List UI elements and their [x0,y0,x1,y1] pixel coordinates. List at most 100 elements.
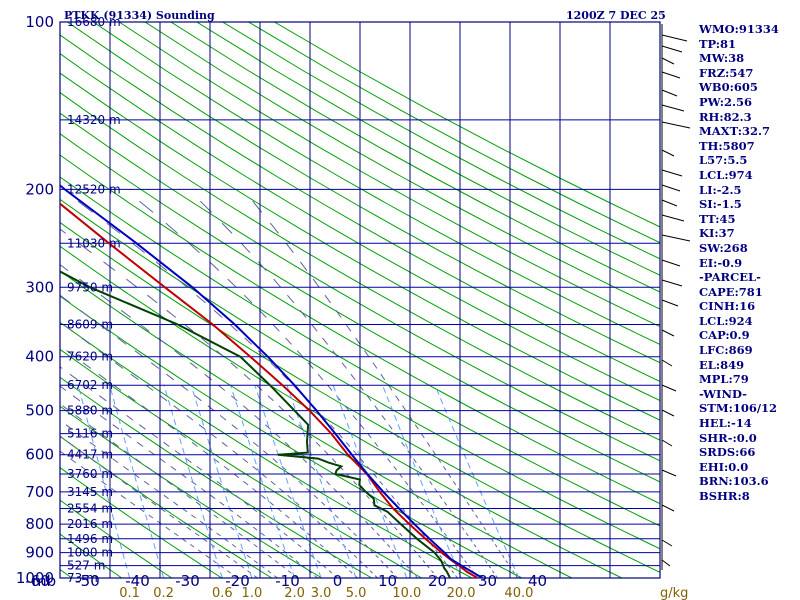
moist-adiabat [452,481,457,486]
temperature-tick-label: -60 [25,572,50,590]
moist-adiabat [288,415,295,421]
moist-adiabat [112,424,120,430]
moist-adiabat [350,373,356,381]
moist-adiabat [188,242,200,254]
index-line: LI:-2.5 [699,182,742,197]
index-line: SRDS:66 [699,445,756,460]
moist-adiabat [230,395,238,402]
moist-adiabat [345,441,351,447]
index-line: WB0:605 [699,80,758,95]
mixing-ratio-label: 3.0 [311,586,332,600]
moist-adiabat [277,508,282,513]
moist-adiabat [174,350,183,358]
moist-adiabat [347,526,352,531]
wind-barb [661,259,681,267]
moist-adiabat [346,501,351,506]
moist-adiabat [205,554,210,559]
index-line: TP:81 [699,36,737,51]
mixing-ratio-label: 40.0 [504,586,533,600]
wind-barb [661,299,679,307]
moist-adiabat [401,442,406,447]
moist-adiabat [374,441,379,447]
index-line: -WIND- [699,386,747,401]
moist-adiabat [311,324,318,332]
moist-adiabat [141,494,148,500]
moist-adiabat [210,494,216,500]
moist-adiabat [283,532,288,537]
moist-adiabat [275,544,280,548]
moist-adiabat [442,466,447,471]
index-line: CINH:16 [699,299,756,314]
moist-adiabat [200,337,210,345]
moist-adiabat [60,228,67,234]
moist-adiabat [289,554,294,559]
moist-adiabat [327,384,333,391]
moist-adiabat [60,385,67,391]
moist-adiabat [393,466,398,471]
moist-adiabat [298,424,304,430]
moist-adiabat [512,570,515,574]
moist-adiabat [84,384,93,391]
moist-adiabat [155,261,168,271]
wind-barb [661,57,675,65]
moist-adiabat [186,494,192,500]
index-line: MAXT:32.7 [699,124,770,139]
moist-adiabat [359,488,364,493]
moist-adiabat [252,526,258,531]
moist-adiabat [375,554,379,559]
mixing-ratio-line [382,385,462,578]
moist-adiabat [399,532,403,537]
pressure-label: 600 [25,446,54,464]
moist-adiabat [353,450,358,456]
moist-adiabat [225,488,232,493]
moist-adiabat [163,441,170,447]
moist-adiabat [179,433,187,439]
moist-adiabat [267,554,272,559]
index-line: -PARCEL- [699,270,761,285]
moist-adiabat [321,415,327,421]
index-line: BRN:103.6 [699,474,769,489]
moist-adiabat [236,514,242,519]
moist-adiabat [191,480,197,486]
moist-adiabat [451,570,455,574]
height-label: 5880 m [67,404,113,418]
wind-barb [661,71,681,79]
moist-adiabat [123,465,129,471]
height-label: 1496 m [67,532,113,546]
height-label: 8609 m [67,318,113,332]
moist-adiabat [391,494,395,500]
wind-barb [661,234,691,242]
moist-adiabat [473,544,477,548]
wind-barb [661,149,675,157]
mixing-ratio-line [163,385,223,578]
pressure-label: 700 [25,483,54,501]
wind-barb [661,45,683,53]
moist-adiabat [396,501,401,506]
moist-adiabat [462,495,466,499]
index-line: EL:849 [699,357,745,372]
index-line: SI:-1.5 [699,197,742,212]
index-line: TT:45 [699,211,736,226]
moist-adiabat [332,350,338,358]
moist-adiabat [218,384,226,391]
moist-adiabat [79,450,86,456]
mixing-ratio-label: 20.0 [447,586,476,600]
moist-adiabat [333,488,338,493]
moist-adiabat [270,222,279,234]
moist-adiabat [364,350,370,357]
moist-adiabat [165,222,179,234]
moist-adiabat [70,458,76,464]
moist-adiabat [256,384,263,391]
moist-adiabat [430,514,434,519]
index-line: EI:-0.9 [699,255,743,270]
moist-adiabat [332,554,336,559]
moist-adiabat [284,441,290,447]
height-label: 7620 m [67,350,113,364]
moist-adiabat [159,458,166,464]
moist-adiabat [65,424,73,430]
moist-adiabat [470,508,474,512]
moist-adiabat [69,373,78,381]
height-label: 11030 m [67,236,121,250]
